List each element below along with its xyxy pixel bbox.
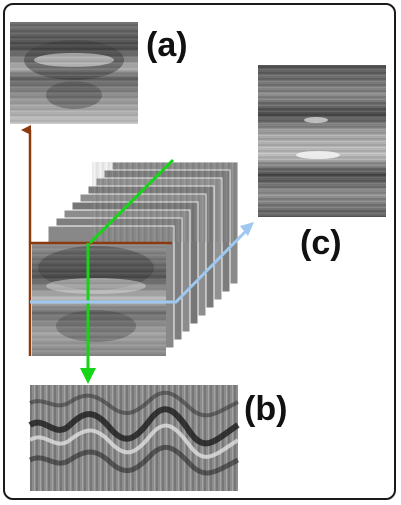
panel-a-image xyxy=(10,22,138,124)
label-b: (b) xyxy=(244,390,287,428)
label-c: (c) xyxy=(300,224,342,262)
panel-c-image xyxy=(258,65,386,217)
green-diagonal-line xyxy=(88,158,175,245)
label-a: (a) xyxy=(146,26,188,64)
volume-stack xyxy=(32,161,239,356)
panel-b-image xyxy=(28,385,240,491)
blue-slice-line xyxy=(30,230,247,304)
blue-arrow-head xyxy=(240,222,254,236)
green-arrow-head xyxy=(80,368,96,384)
